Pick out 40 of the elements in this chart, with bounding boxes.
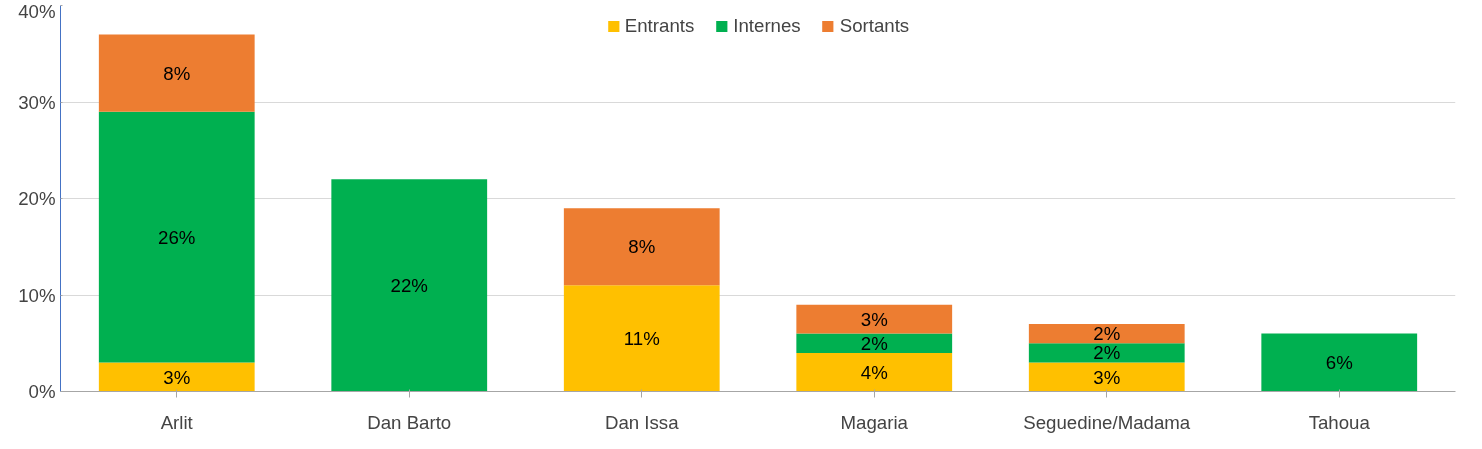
data-label: 6% (1325, 352, 1353, 374)
y-tick-label: 10% (18, 284, 56, 306)
bar (1261, 333, 1418, 392)
bar (563, 285, 720, 392)
legend-label: Internes (733, 15, 801, 37)
data-label: 2% (1093, 342, 1121, 364)
data-label: 11% (623, 327, 660, 349)
data-label: 2% (860, 332, 888, 354)
bar (796, 304, 953, 334)
bar (98, 34, 255, 112)
data-label: 3% (163, 366, 191, 388)
data-label: 3% (860, 308, 888, 330)
data-label: 22% (390, 274, 428, 296)
bar (1028, 323, 1185, 344)
bar (796, 333, 953, 353)
data-label: 26% (158, 226, 196, 248)
x-tick-label: Seguedine/Madama (1023, 411, 1191, 433)
x-tick-label: Magaria (840, 411, 909, 433)
data-label: 4% (860, 361, 888, 383)
bar (563, 208, 720, 286)
data-label: 8% (628, 236, 656, 258)
bar (98, 111, 255, 363)
x-tick-label: Tahoua (1308, 411, 1371, 433)
bar (1028, 362, 1185, 392)
data-label: 2% (1093, 323, 1121, 345)
x-tick-label: Dan Issa (604, 411, 680, 433)
bar (98, 362, 255, 392)
y-tick-label: 0% (28, 381, 56, 402)
y-tick-label: 30% (18, 91, 56, 113)
y-tick-label: 40% (18, 0, 56, 22)
bar (331, 179, 488, 392)
x-tick-label: Dan Barto (367, 411, 452, 433)
legend-label: Entrants (624, 15, 695, 37)
x-tick-label: Arlit (160, 411, 194, 433)
bar (1028, 343, 1185, 363)
y-tick-label: 20% (18, 188, 56, 209)
legend-label: Sortants (839, 15, 910, 37)
bar (796, 352, 953, 392)
data-label: 8% (163, 62, 191, 84)
data-label: 3% (1093, 366, 1121, 388)
